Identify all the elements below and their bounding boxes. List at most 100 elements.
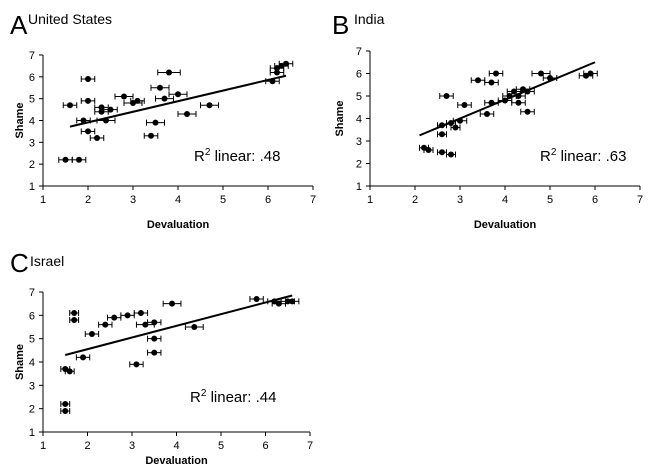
data-point-marker: [439, 149, 445, 156]
y-tick-label: 5: [356, 91, 362, 103]
y-axis-title: Shame: [334, 100, 346, 136]
data-point: [249, 296, 264, 302]
data-point: [484, 99, 499, 106]
data-point: [184, 324, 204, 330]
data-point: [130, 97, 145, 104]
data-point: [285, 298, 300, 305]
x-axis-title: Devaluation: [474, 219, 537, 231]
data-point: [200, 102, 219, 109]
data-point: [531, 70, 551, 77]
data-point-marker: [283, 60, 289, 67]
y-tick-label: 4: [29, 116, 35, 128]
data-point-marker: [278, 62, 285, 69]
data-point: [446, 151, 456, 158]
data-point-marker: [85, 97, 91, 104]
data-point: [60, 401, 71, 407]
data-point: [80, 76, 96, 83]
data-point-marker: [98, 104, 105, 111]
x-tick-label: 4: [173, 440, 179, 452]
x-tick-label: 3: [130, 194, 136, 206]
plot-area: 1 2 3 4 5 6 7 1 2 3 4 5 6 7 Devaluation Shame R2 linear:…: [334, 46, 643, 231]
data-point-marker: [142, 321, 149, 328]
data-point-marker: [151, 319, 158, 326]
y-tick-label: 4: [356, 114, 362, 126]
data-point: [450, 124, 461, 131]
data-point-marker: [206, 102, 213, 109]
data-point: [98, 321, 113, 328]
x-tick-label: 6: [592, 194, 598, 206]
data-point-marker: [103, 117, 109, 124]
x-axis-title: Devaluation: [145, 455, 208, 467]
data-point-marker: [184, 110, 190, 117]
data-point-marker: [151, 349, 158, 356]
data-point-marker: [484, 111, 490, 117]
data-point-marker: [76, 156, 82, 163]
data-point: [583, 70, 598, 77]
data-point-marker: [524, 108, 531, 115]
plot-area: 1 2 3 4 5 6 7 1 2 3 4 5 6 7 Devaluation Shame R2 linear:…: [14, 287, 313, 467]
data-point: [437, 149, 447, 156]
data-point: [80, 128, 96, 135]
r-squared-label: R2 linear: .48: [194, 147, 280, 165]
data-point-marker: [439, 131, 445, 138]
data-point-marker: [66, 368, 73, 375]
x-tick-label: 1: [367, 194, 373, 206]
data-point-marker: [148, 132, 154, 139]
data-point-marker: [71, 310, 78, 316]
data-point-marker: [80, 117, 87, 124]
data-point-marker: [152, 119, 159, 126]
data-point-marker: [191, 324, 198, 330]
data-point-marker: [506, 93, 513, 99]
data-point: [437, 131, 447, 138]
data-point-marker: [488, 99, 495, 106]
data-point-marker: [157, 84, 163, 91]
data-point-marker: [587, 70, 594, 77]
data-point-marker: [538, 70, 544, 77]
y-tick-label: 7: [29, 50, 35, 62]
panel-letter: A: [10, 10, 28, 40]
data-point: [143, 132, 159, 139]
data-point-marker: [493, 70, 499, 77]
data-point: [470, 77, 486, 84]
regression-line: [64, 294, 293, 356]
data-point: [129, 361, 144, 368]
data-point-marker: [94, 134, 100, 141]
data-point: [69, 310, 80, 316]
data-point-marker: [102, 321, 109, 328]
data-point: [150, 84, 170, 91]
data-point-marker: [62, 156, 69, 163]
data-point-marker: [488, 79, 495, 86]
data-point: [511, 93, 526, 99]
data-point: [278, 60, 294, 67]
data-point-marker: [175, 91, 181, 98]
y-tick-label: 5: [29, 94, 35, 106]
data-point: [89, 134, 105, 141]
data-point-marker: [98, 108, 105, 115]
data-point-marker: [524, 88, 531, 95]
data-point: [76, 117, 91, 124]
data-point-marker: [461, 102, 468, 108]
data-point-marker: [124, 312, 131, 319]
x-tick-label: 6: [262, 440, 268, 452]
data-point: [147, 349, 162, 356]
data-point: [265, 78, 280, 85]
data-point-marker: [62, 401, 69, 407]
panel-india: B India 1 2 3 4 5 6 7 1 2 3 4 5 6 7 Devaluation Shame R2…: [332, 10, 643, 231]
x-tick-label: 2: [84, 440, 90, 452]
data-point: [457, 102, 472, 108]
data-point-marker: [452, 124, 459, 131]
y-tick-label: 7: [356, 46, 362, 58]
data-point: [69, 317, 80, 323]
data-point-marker: [274, 65, 280, 72]
x-axis-title: Devaluation: [147, 219, 210, 231]
data-point: [80, 97, 96, 104]
data-point: [62, 102, 78, 109]
data-point: [506, 88, 522, 95]
data-point-marker: [583, 72, 589, 79]
data-point: [107, 314, 122, 321]
data-point-marker: [547, 75, 553, 81]
data-point: [157, 69, 181, 76]
data-point-marker: [275, 300, 282, 307]
data-point: [155, 95, 174, 102]
data-point: [484, 79, 499, 86]
